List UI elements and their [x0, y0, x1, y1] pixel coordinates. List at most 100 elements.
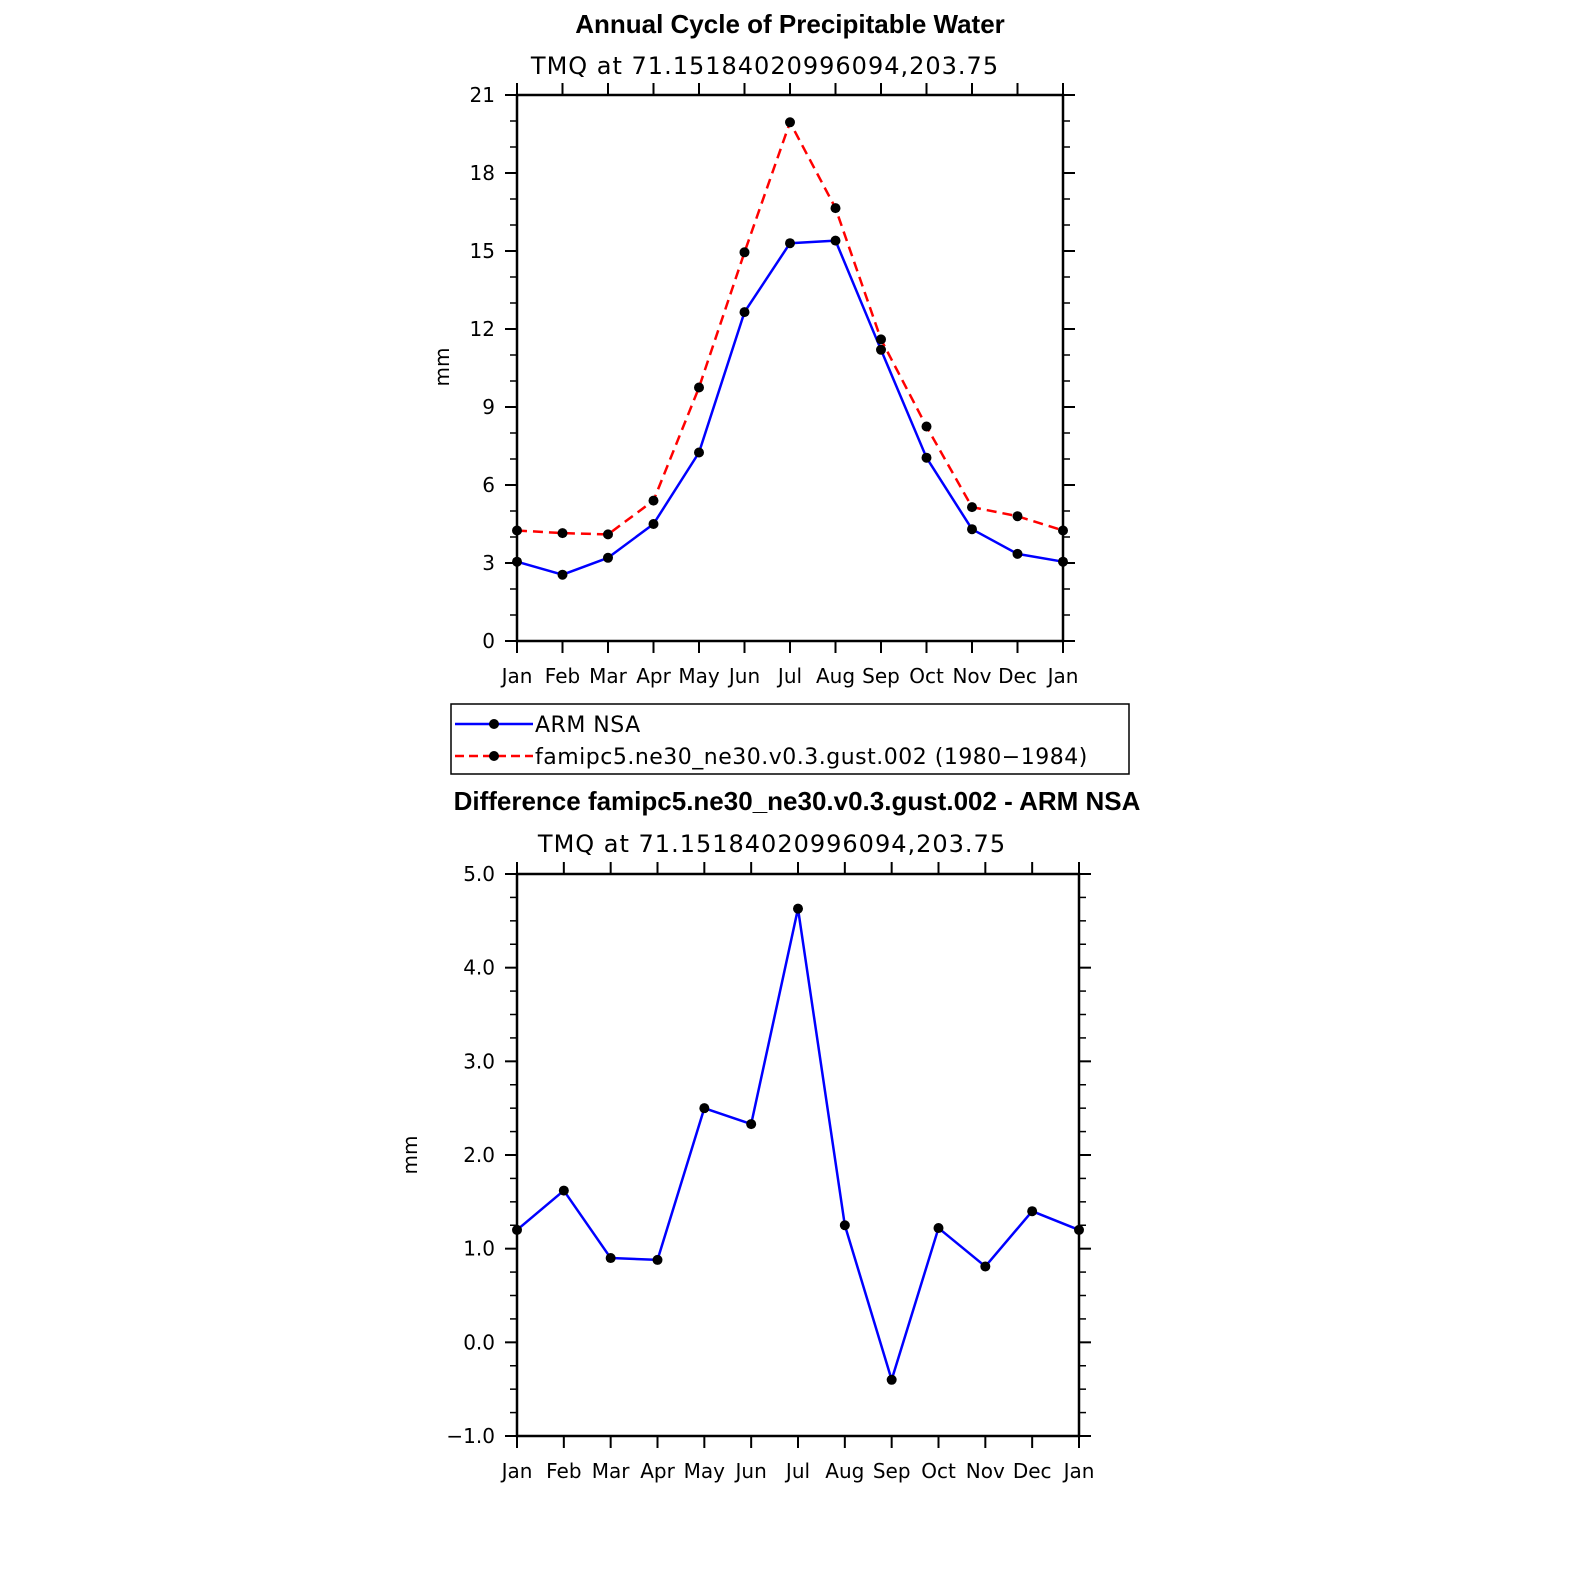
x-tick-label: Apr	[640, 1459, 675, 1483]
legend: ARM NSA famipc5.ne30_ne30.v0.3.gust.002 …	[450, 703, 1130, 775]
x-tick-label: Dec	[998, 664, 1037, 688]
data-point-1	[694, 382, 704, 393]
x-tick-label: Jul	[784, 1459, 810, 1483]
y-tick-label: 2.0	[463, 1143, 495, 1167]
y-tick-label: 18	[470, 161, 495, 185]
data-point-0	[793, 903, 803, 914]
y-axis-label: mm	[398, 1136, 422, 1175]
x-tick-label: Jun	[727, 664, 760, 688]
y-tick-label: 3.0	[463, 1049, 495, 1073]
y-tick-label: 5.0	[463, 862, 495, 886]
data-point-0	[603, 552, 613, 563]
y-axis-label: mm	[430, 348, 454, 387]
x-tick-label: Oct	[921, 1459, 956, 1483]
y-tick-label: 0	[482, 629, 495, 653]
x-tick-label: Nov	[952, 664, 991, 688]
data-point-0	[652, 1254, 663, 1265]
annual-cycle-chart: Annual Cycle of Precipitable Water TMQ a…	[430, 9, 1078, 688]
data-point-0	[694, 447, 704, 458]
data-point-0	[648, 519, 659, 529]
data-point-0	[557, 569, 568, 580]
data-point-0	[921, 452, 932, 463]
data-point-0	[699, 1103, 710, 1114]
data-point-0	[830, 235, 841, 246]
data-point-0	[739, 307, 750, 318]
x-tick-label: Jan	[1062, 1459, 1095, 1483]
data-point-1	[512, 525, 522, 536]
difference-chart: Difference famipc5.ne30_ne30.v0.3.gust.0…	[398, 786, 1141, 1483]
data-point-0	[933, 1223, 944, 1234]
data-point-0	[558, 1185, 569, 1196]
chart-title: Difference famipc5.ne30_ne30.v0.3.gust.0…	[454, 786, 1141, 816]
x-tick-label: Jan	[500, 1459, 533, 1483]
x-tick-label: Mar	[592, 1459, 631, 1483]
x-tick-label: Sep	[873, 1459, 911, 1483]
legend-marker-obs	[489, 719, 499, 729]
data-point-0	[746, 1119, 757, 1130]
data-point-1	[648, 495, 659, 506]
x-tick-label: Dec	[1013, 1459, 1052, 1483]
data-point-1	[921, 421, 932, 432]
chart-subtitle: TMQ at 71.15184020996094,203.75	[537, 830, 1006, 858]
data-point-0	[1012, 548, 1023, 559]
y-tick-label: 3	[482, 551, 495, 575]
y-tick-label: 12	[470, 317, 495, 341]
data-point-0	[839, 1220, 850, 1231]
x-tick-label: Feb	[545, 664, 580, 688]
data-point-0	[512, 556, 522, 567]
data-point-0	[980, 1261, 991, 1272]
data-point-1	[967, 502, 977, 513]
data-point-1	[876, 334, 886, 345]
x-tick-label: Jan	[1046, 664, 1079, 688]
x-tick-label: Oct	[909, 664, 944, 688]
x-tick-label: Nov	[966, 1459, 1005, 1483]
y-tick-label: 1.0	[463, 1237, 495, 1261]
data-point-0	[605, 1253, 616, 1264]
x-tick-label: Apr	[636, 664, 671, 688]
chart-title: Annual Cycle of Precipitable Water	[575, 9, 1005, 39]
data-point-1	[1058, 525, 1068, 536]
x-tick-label: May	[678, 664, 720, 688]
legend-label-obs: ARM NSA	[535, 713, 641, 738]
series-line-1	[516, 121, 1064, 536]
data-point-1	[1012, 511, 1023, 522]
chart-subtitle: TMQ at 71.15184020996094,203.75	[530, 52, 999, 80]
y-tick-label: 4.0	[463, 956, 495, 980]
data-point-0	[1027, 1206, 1038, 1217]
data-point-0	[876, 344, 886, 355]
x-tick-label: Jun	[734, 1459, 767, 1483]
data-point-0	[1058, 556, 1068, 567]
x-tick-label: May	[684, 1459, 726, 1483]
y-tick-label: 9	[482, 395, 495, 419]
y-tick-label: 15	[470, 239, 495, 263]
x-tick-label: Aug	[816, 664, 855, 688]
data-point-0	[512, 1224, 522, 1235]
data-point-1	[785, 117, 795, 128]
legend-box	[450, 703, 1130, 775]
data-point-0	[886, 1374, 897, 1385]
y-tick-label: 21	[470, 83, 495, 107]
data-point-0	[1074, 1224, 1084, 1235]
y-tick-label: −1.0	[446, 1424, 495, 1448]
x-tick-label: Jan	[500, 664, 533, 688]
legend-marker-model	[489, 751, 499, 761]
data-point-0	[967, 524, 977, 535]
data-point-1	[557, 528, 568, 539]
y-tick-label: 6	[482, 473, 495, 497]
data-point-0	[785, 238, 795, 249]
series-line-0	[516, 907, 1080, 1382]
plot-frame	[515, 872, 1081, 1438]
x-tick-label: Aug	[825, 1459, 864, 1483]
x-tick-label: Sep	[862, 664, 900, 688]
series-line-0	[516, 239, 1064, 576]
x-tick-label: Jul	[776, 664, 802, 688]
data-point-1	[603, 529, 613, 540]
plot-frame	[515, 93, 1065, 643]
y-tick-label: 0.0	[463, 1330, 495, 1354]
legend-label-model: famipc5.ne30_ne30.v0.3.gust.002 (1980−19…	[535, 745, 1088, 770]
data-point-1	[739, 247, 750, 258]
data-point-1	[830, 203, 841, 214]
x-tick-label: Mar	[589, 664, 628, 688]
x-tick-label: Feb	[546, 1459, 581, 1483]
